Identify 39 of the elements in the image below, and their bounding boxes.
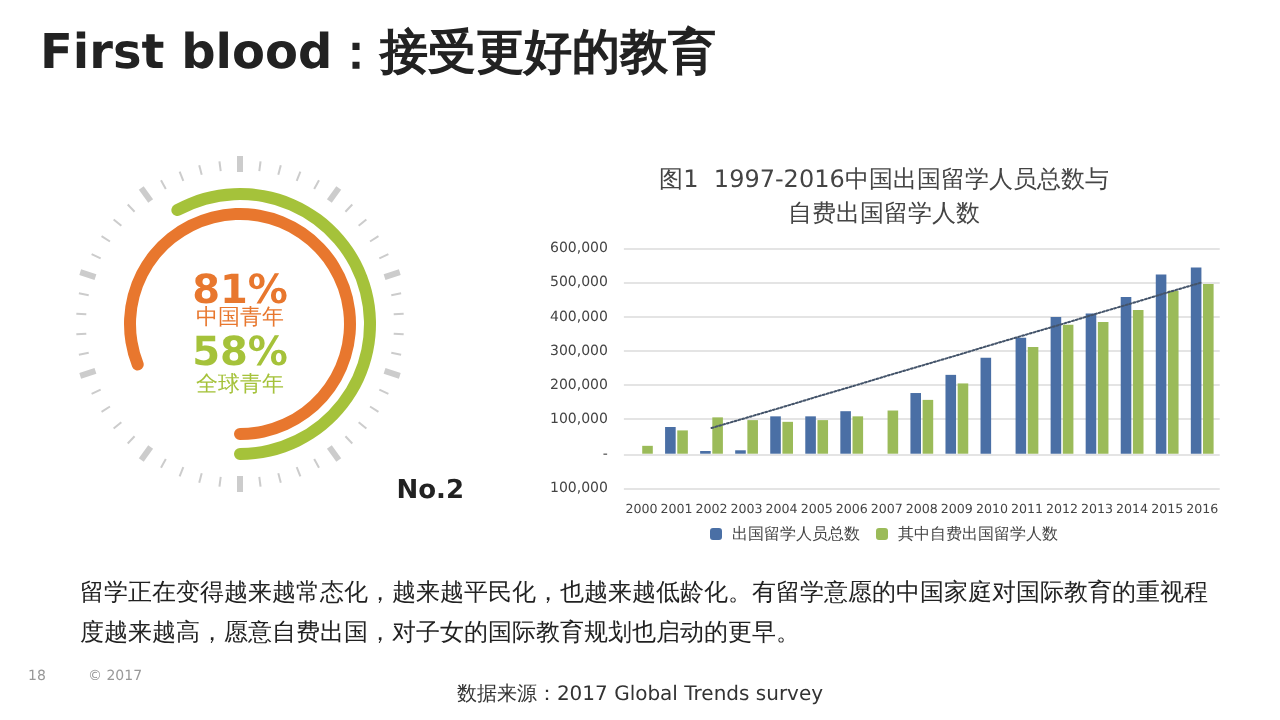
text: No.2 — [396, 476, 464, 506]
bar — [665, 426, 676, 454]
bar — [712, 417, 723, 454]
data-label: 58% — [192, 327, 288, 376]
bar — [980, 357, 992, 454]
bar — [1167, 290, 1179, 454]
bar — [642, 445, 653, 454]
bar — [1027, 347, 1039, 454]
bar — [1062, 324, 1074, 454]
legend-label: 其中自费出国留学人数 — [898, 525, 1058, 543]
category-label: 全球青年 — [196, 370, 284, 397]
bar — [817, 420, 829, 454]
text: First blood：接受更好的教育 — [40, 22, 717, 84]
text: 留学正在变得越来越常态化，越来越平民化，也越来越低龄化。有留学意愿的中国家庭对国际教育的重视程度越来越高，愿意自费出国，对子女的国际教育规划也启动的更早。 — [80, 576, 1210, 650]
chart-title: 图1 1997-2016中国出国留学人员总数与自费出国留学人数 — [659, 165, 1109, 227]
bar — [852, 416, 864, 454]
bar — [677, 430, 688, 454]
bar — [910, 393, 922, 454]
bar — [1085, 313, 1097, 454]
bar — [1097, 322, 1109, 454]
bar — [922, 399, 934, 454]
bar — [840, 411, 851, 454]
bar — [1050, 316, 1062, 454]
bar — [782, 421, 794, 454]
bar — [1015, 337, 1027, 454]
bar — [945, 374, 957, 454]
bar — [957, 383, 969, 454]
bar — [1155, 274, 1167, 454]
bar — [805, 416, 816, 454]
line-series — [710, 281, 1204, 429]
bar — [1120, 297, 1132, 454]
bar — [1203, 284, 1214, 454]
bar — [747, 420, 758, 454]
bar — [1132, 310, 1144, 454]
bar — [770, 416, 781, 454]
bar — [1190, 267, 1202, 454]
legend-label: 出国留学人员总数 — [732, 525, 860, 543]
source-note: 数据来源：2017 Global Trends survey — [456, 684, 824, 706]
bar — [887, 410, 899, 454]
